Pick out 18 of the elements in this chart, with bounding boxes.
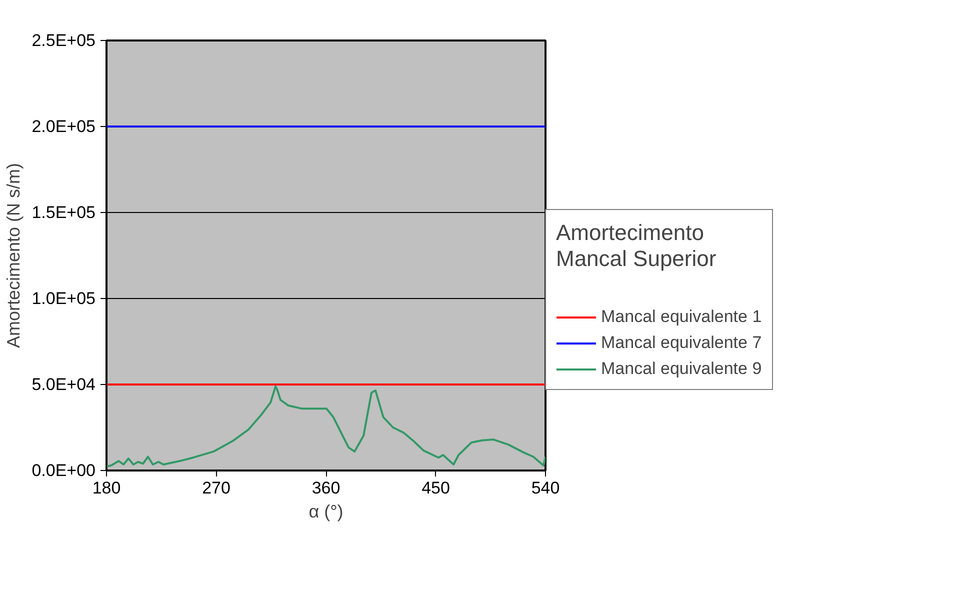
y-tick-label: 1.0E+05 <box>32 289 96 308</box>
y-tick-label: 1.5E+05 <box>32 203 96 222</box>
y-axis-title: Amortecimento (N s/m) <box>4 162 24 348</box>
x-axis-title: α (°) <box>308 502 344 522</box>
legend-label: Mancal equivalente 7 <box>601 333 762 353</box>
text: Amortecimento Mancal Superior <box>556 220 718 272</box>
x-tick-label: 360 <box>312 478 340 498</box>
y-tick-label: 2.5E+05 <box>32 31 96 50</box>
x-tick-label: 180 <box>92 478 121 498</box>
x-tick-label: 270 <box>202 478 230 498</box>
y-tick-label: 0.0E+00 <box>32 461 96 480</box>
line-series <box>106 386 546 468</box>
y-tick-label: 2.0E+05 <box>32 117 96 136</box>
legend-label: Mancal equivalente 1 <box>601 307 762 327</box>
legend-label: Mancal equivalente 9 <box>601 359 762 379</box>
x-tick-label: 450 <box>422 478 450 498</box>
y-tick-label: 5.0E+04 <box>32 375 96 394</box>
x-tick-label: 540 <box>531 478 560 498</box>
